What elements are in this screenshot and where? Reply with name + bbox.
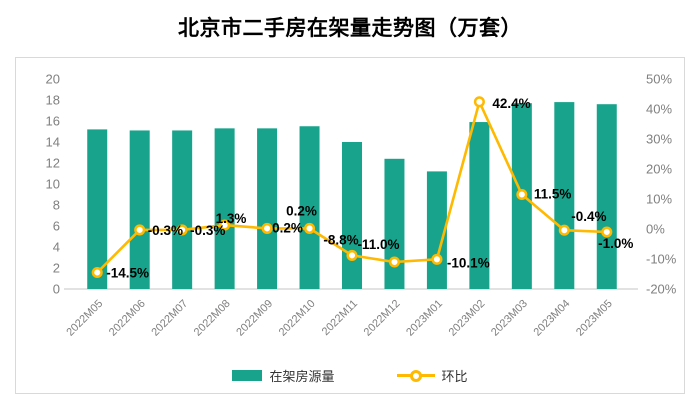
svg-text:2023M04: 2023M04 bbox=[532, 298, 573, 339]
svg-text:2022M05: 2022M05 bbox=[64, 298, 105, 339]
svg-text:-0.3%: -0.3% bbox=[190, 223, 225, 238]
svg-text:0.2%: 0.2% bbox=[272, 220, 303, 235]
combo-chart: 0 2 4 6 8 10 12 14 16 18 20 -20% -10% 0% 10% 20% 30% 40% 5… bbox=[46, 72, 677, 339]
svg-text:-10%: -10% bbox=[646, 252, 677, 267]
line-series-swatch-icon bbox=[396, 369, 435, 382]
chart-card: 0 2 4 6 8 10 12 14 16 18 20 -20% -10% 0% 10% 20% 30% 40% 5… bbox=[15, 57, 685, 394]
bar-series bbox=[87, 102, 617, 290]
svg-text:-0.3%: -0.3% bbox=[148, 223, 183, 238]
svg-text:2022M10: 2022M10 bbox=[277, 298, 318, 339]
svg-text:20: 20 bbox=[46, 72, 60, 87]
svg-text:-11.0%: -11.0% bbox=[357, 237, 399, 252]
svg-text:4: 4 bbox=[53, 240, 60, 255]
svg-text:2: 2 bbox=[53, 261, 60, 276]
svg-text:2022M11: 2022M11 bbox=[320, 298, 360, 338]
chart-legend: 在架房源量 环比 bbox=[16, 358, 684, 393]
line-marker-dot-icon bbox=[409, 369, 422, 382]
bar-series-swatch-icon bbox=[232, 370, 263, 381]
svg-text:10%: 10% bbox=[646, 192, 672, 207]
svg-text:0%: 0% bbox=[646, 222, 665, 237]
x-axis-labels: 2022M05 2022M06 2022M07 2022M08 2022M09 2022M… bbox=[64, 298, 614, 339]
svg-text:11.5%: 11.5% bbox=[534, 187, 572, 202]
svg-text:18: 18 bbox=[46, 93, 60, 108]
right-axis-ticks: -20% -10% 0% 10% 20% 30% 40% 50% bbox=[646, 72, 677, 297]
svg-text:14: 14 bbox=[46, 135, 60, 150]
chart-title: 北京市二手房在架量走势图（万套） bbox=[178, 17, 522, 40]
svg-text:12: 12 bbox=[46, 156, 60, 171]
svg-text:-20%: -20% bbox=[646, 282, 677, 297]
svg-text:20%: 20% bbox=[646, 162, 672, 177]
left-axis-ticks: 0 2 4 6 8 10 12 14 16 18 20 bbox=[46, 72, 60, 297]
svg-text:2023M01: 2023M01 bbox=[404, 298, 445, 339]
legend-label-listings: 在架房源量 bbox=[269, 369, 335, 384]
svg-text:0.2%: 0.2% bbox=[286, 203, 317, 218]
legend-item-listings: 在架房源量 bbox=[232, 366, 335, 385]
svg-text:-0.4%: -0.4% bbox=[571, 209, 606, 224]
svg-text:2022M09: 2022M09 bbox=[234, 298, 275, 339]
svg-text:42.4%: 42.4% bbox=[492, 96, 530, 111]
svg-text:2023M03: 2023M03 bbox=[489, 298, 530, 339]
svg-text:50%: 50% bbox=[646, 72, 672, 87]
svg-text:-10.1%: -10.1% bbox=[447, 255, 490, 270]
legend-label-mom: 环比 bbox=[441, 369, 468, 384]
svg-text:2022M08: 2022M08 bbox=[192, 298, 233, 339]
svg-text:2022M06: 2022M06 bbox=[107, 298, 148, 339]
svg-text:2022M07: 2022M07 bbox=[149, 298, 190, 339]
page: 北京市二手房在架量走势图（万套） 0 2 4 6 8 10 12 14 16 18 20 -20% -1… bbox=[0, 14, 700, 394]
svg-text:8: 8 bbox=[53, 198, 60, 213]
line-series bbox=[91, 96, 613, 279]
svg-text:0: 0 bbox=[53, 282, 60, 297]
line-data-labels: -14.5%-0.3% -0.3%1.3%0.2%0.2%-8.8%-11.0%-… bbox=[106, 96, 633, 281]
svg-text:6: 6 bbox=[53, 219, 60, 234]
legend-item-mom: 环比 bbox=[396, 366, 468, 385]
svg-text:1.3%: 1.3% bbox=[216, 211, 247, 226]
svg-text:-8.8%: -8.8% bbox=[323, 232, 358, 247]
svg-text:2023M02: 2023M02 bbox=[447, 298, 488, 339]
svg-text:2022M12: 2022M12 bbox=[362, 298, 403, 339]
svg-text:30%: 30% bbox=[646, 132, 672, 147]
svg-text:16: 16 bbox=[46, 114, 60, 129]
svg-text:-14.5%: -14.5% bbox=[106, 266, 149, 281]
svg-text:2023M05: 2023M05 bbox=[574, 298, 615, 339]
svg-text:-1.0%: -1.0% bbox=[598, 236, 633, 251]
svg-text:40%: 40% bbox=[646, 102, 672, 117]
svg-text:10: 10 bbox=[46, 177, 60, 192]
